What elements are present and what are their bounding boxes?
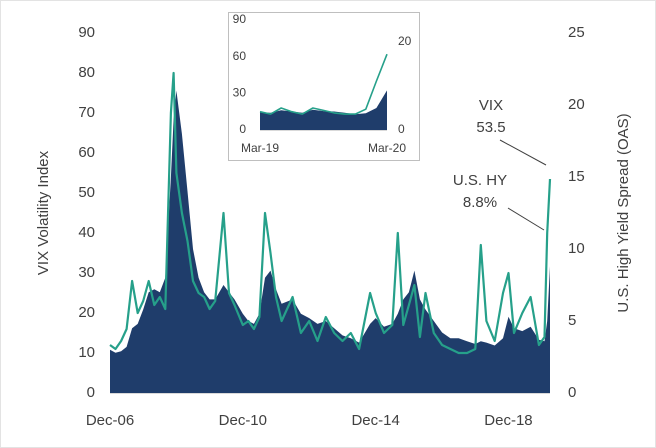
annotation: U.S. HY: [453, 172, 507, 189]
y-tick-label: 50: [78, 184, 95, 201]
y-tick-label: 0: [87, 384, 95, 401]
y-tick-label: 60: [78, 144, 95, 161]
x-tick-label: Mar-20: [368, 141, 406, 155]
leader-line: [507, 207, 545, 231]
y2-tick-label: 20: [398, 34, 412, 48]
y-tick-label: 40: [78, 224, 95, 241]
y-axis-title: VIX Volatility Index: [35, 150, 52, 275]
y2-tick-label: 5: [568, 312, 576, 329]
y2-tick-label: 0: [568, 384, 576, 401]
leader-line: [499, 139, 547, 166]
x-tick-label: Dec-18: [484, 412, 532, 429]
y2-tick-label: 0: [398, 122, 405, 136]
y-tick-label: 90: [233, 12, 247, 26]
y-tick-label: 70: [78, 104, 95, 121]
annotation: VIX: [479, 97, 503, 114]
y2-tick-label: 15: [568, 168, 585, 185]
line: [259, 53, 388, 115]
line: [109, 71, 552, 355]
y2-axis-title: U.S. High Yield Spread (OAS): [615, 113, 632, 312]
y-tick-label: 90: [78, 24, 95, 41]
annotation: 8.8%: [463, 194, 497, 211]
y-tick-label: 20: [78, 304, 95, 321]
x-tick-label: Mar-19: [241, 141, 279, 155]
y-tick-label: 30: [233, 86, 247, 100]
y-tick-label: 0: [239, 122, 246, 136]
y-tick-label: 80: [78, 64, 95, 81]
annotation: 53.5: [476, 119, 505, 136]
y2-tick-label: 20: [568, 96, 585, 113]
y-tick-label: 60: [233, 49, 247, 63]
area: [110, 90, 550, 393]
inset-frame: [228, 12, 420, 161]
area: [260, 90, 387, 130]
y-tick-label: 10: [78, 344, 95, 361]
y-tick-label: 30: [78, 264, 95, 281]
x-tick-label: Dec-10: [219, 412, 267, 429]
x-tick-label: Dec-06: [86, 412, 134, 429]
y2-tick-label: 10: [568, 240, 585, 257]
x-tick-label: Dec-14: [351, 412, 399, 429]
y2-tick-label: 25: [568, 24, 585, 41]
